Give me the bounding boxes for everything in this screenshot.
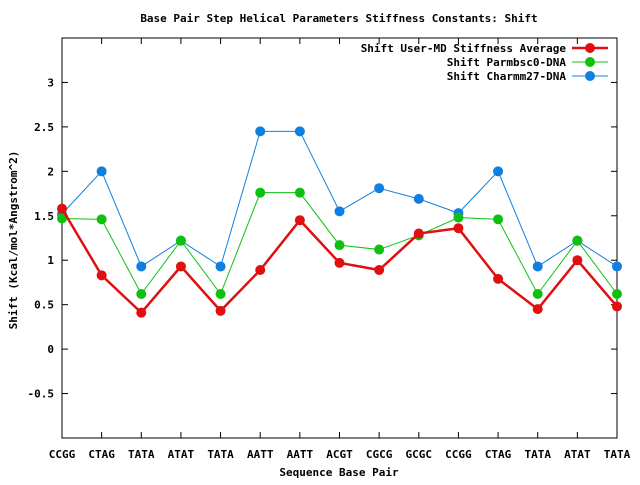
x-axis-label: Sequence Base Pair <box>279 466 399 479</box>
y-tick-label: 1.5 <box>34 210 54 223</box>
data-point <box>493 273 504 284</box>
data-point <box>294 126 305 137</box>
data-point <box>255 187 266 198</box>
data-point <box>493 214 504 225</box>
data-point <box>572 255 583 266</box>
chart-title: Base Pair Step Helical Parameters Stiffn… <box>140 12 537 25</box>
data-point <box>96 166 107 177</box>
data-point <box>532 261 543 272</box>
y-tick-label: 1 <box>47 254 54 267</box>
y-tick-label: 0.5 <box>34 299 54 312</box>
ticks-layer: -0.5 0 0.5 1 1.5 2 2.5 3 CCGG CTAG TATA ATAT TATA AAT… <box>28 38 631 461</box>
data-point <box>612 289 622 299</box>
data-point <box>136 261 147 272</box>
y-tick-label: 2.5 <box>34 121 54 134</box>
x-tick-label: TATA <box>128 448 155 461</box>
data-point <box>612 301 622 312</box>
data-point <box>413 228 424 239</box>
data-point <box>374 265 385 275</box>
x-tick-label: GCGC <box>406 448 433 461</box>
data-point <box>96 214 107 225</box>
legend-label: Shift Charmm27-DNA <box>447 70 567 83</box>
data-point <box>532 289 543 299</box>
data-point <box>572 235 583 246</box>
y-axis-label: Shift (Kcal/mol*Angstrom^2) <box>7 151 20 330</box>
x-tick-label: AATT <box>247 448 274 461</box>
x-tick-label: TATA <box>207 448 234 461</box>
data-point <box>96 270 107 281</box>
x-tick-label: AATT <box>287 448 314 461</box>
data-point <box>413 193 424 204</box>
legend-swatch-marker <box>585 57 595 67</box>
plot-frame <box>61 37 618 439</box>
legend-label: Shift User-MD Stiffness Average <box>361 42 567 55</box>
data-point <box>493 166 504 177</box>
data-point <box>215 289 226 299</box>
x-tick-label: CGCG <box>366 448 393 461</box>
data-point <box>334 257 345 268</box>
x-tick-label: TATA <box>604 448 631 461</box>
x-tick-label: CTAG <box>88 448 115 461</box>
data-point <box>453 223 464 234</box>
data-point <box>215 261 226 272</box>
data-point <box>175 235 186 246</box>
series-1 <box>57 203 622 318</box>
y-tick-label: 3 <box>47 76 54 89</box>
x-tick-label: ATAT <box>168 448 195 461</box>
data-point <box>255 265 266 275</box>
data-point <box>453 212 464 223</box>
data-point <box>374 244 385 255</box>
data-point <box>136 307 147 318</box>
data-point <box>255 126 266 137</box>
x-tick-label: CCGG <box>49 448 76 461</box>
data-point <box>612 261 622 272</box>
series-2 <box>57 187 622 299</box>
series-layer <box>57 126 622 318</box>
x-tick-label: ATAT <box>564 448 591 461</box>
legend-swatch-marker <box>585 43 595 53</box>
data-point <box>294 215 305 226</box>
legend-label: Shift Parmbsc0-DNA <box>447 56 567 69</box>
legend-swatch-marker <box>585 71 595 81</box>
data-point <box>334 206 345 217</box>
data-point <box>374 183 385 194</box>
data-point <box>175 261 186 272</box>
data-point <box>215 305 226 316</box>
data-point <box>57 213 67 224</box>
y-tick-label: -0.5 <box>28 388 55 401</box>
data-point <box>136 289 147 299</box>
x-tick-label: CTAG <box>485 448 512 461</box>
y-tick-label: 2 <box>47 165 54 178</box>
data-point <box>294 187 305 198</box>
x-tick-label: TATA <box>524 448 551 461</box>
data-point <box>532 304 543 315</box>
data-point <box>57 203 67 214</box>
data-point <box>334 240 345 251</box>
y-tick-label: 0 <box>47 343 54 356</box>
x-tick-label: CCGG <box>445 448 472 461</box>
x-tick-label: ACGT <box>326 448 353 461</box>
